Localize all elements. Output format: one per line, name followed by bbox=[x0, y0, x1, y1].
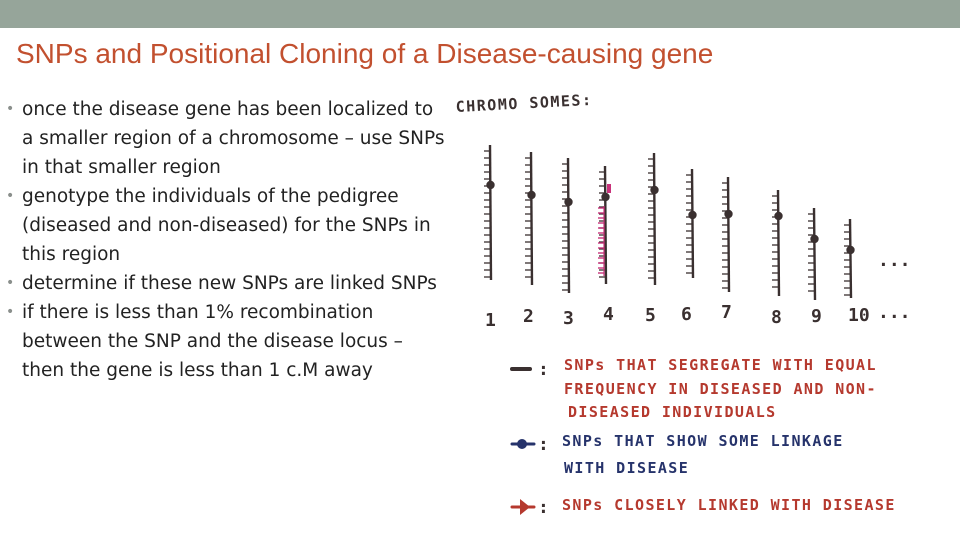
bullet-dot-icon: • bbox=[6, 275, 15, 291]
legend-line: FREQUENCY IN DISEASED AND NON- bbox=[564, 380, 877, 398]
chromosome-label: 6 bbox=[681, 304, 692, 325]
chromosome bbox=[808, 207, 819, 301]
bullet-dot-icon: • bbox=[6, 188, 15, 204]
linked-snp-dot bbox=[724, 209, 733, 219]
bullet-text: genotype the individuals of the pedigree… bbox=[22, 186, 431, 265]
chromosome bbox=[686, 168, 697, 279]
chromosome bbox=[648, 152, 659, 286]
linked-snp-dot bbox=[810, 234, 819, 244]
legend-item-close: : SNPs CLOSELY LINKED WITH DISEASE bbox=[510, 496, 896, 518]
bullet-dot-icon: • bbox=[6, 304, 15, 320]
legend-item-equal: : SNPs THAT SEGREGATE WITH EQUAL FREQUEN… bbox=[510, 356, 877, 421]
legend-colon: : bbox=[538, 434, 549, 455]
chromosome-line bbox=[848, 218, 853, 299]
legend-line: SNPs THAT SHOW SOME LINKAGE bbox=[562, 432, 844, 450]
chromosome-label: 10 bbox=[848, 305, 870, 326]
legend-colon: : bbox=[538, 359, 549, 380]
dot-marker-icon bbox=[517, 439, 527, 449]
chromosome-label: 3 bbox=[563, 308, 574, 329]
slide-title: SNPs and Positional Cloning of a Disease… bbox=[16, 38, 714, 69]
linked-snp-dot bbox=[564, 197, 573, 207]
flag-marker-icon bbox=[520, 499, 530, 515]
bullet-item: • determine if these new SNPs are linked … bbox=[6, 269, 446, 298]
chromosome-line bbox=[652, 152, 657, 286]
chromosome-line bbox=[690, 168, 695, 279]
bullet-text: determine if these new SNPs are linked S… bbox=[22, 273, 437, 294]
ellipsis-mid: ... bbox=[878, 250, 911, 271]
chromosomes-heading: CHROMO SOMES: bbox=[455, 91, 593, 116]
chromosome-label: 1 bbox=[485, 310, 496, 331]
bullet-item: • once the disease gene has been localize… bbox=[6, 95, 446, 182]
chromosome-line bbox=[488, 144, 493, 281]
chromosome bbox=[722, 176, 733, 293]
linked-snp-dot bbox=[774, 211, 783, 221]
linked-snp-dot bbox=[486, 180, 495, 190]
legend-line: SNPs CLOSELY LINKED WITH DISEASE bbox=[562, 496, 896, 514]
ellipsis-end: ... bbox=[878, 302, 911, 323]
chromosome-line bbox=[566, 157, 571, 294]
chromosome-label: 7 bbox=[721, 302, 732, 323]
chromosome-line bbox=[812, 207, 817, 301]
chromosome bbox=[772, 189, 783, 297]
chromosome-line bbox=[776, 189, 781, 297]
legend-line: WITH DISEASE bbox=[564, 459, 689, 477]
bullet-text: if there is less than 1% recombination b… bbox=[22, 302, 403, 381]
legend-line: DISEASED INDIVIDUALS bbox=[568, 403, 777, 421]
chromosome bbox=[562, 157, 573, 294]
chromosome-line bbox=[726, 176, 731, 293]
bullet-list: • once the disease gene has been localize… bbox=[6, 95, 446, 385]
linked-snp-dot bbox=[650, 185, 659, 195]
bullet-item: • genotype the individuals of the pedigre… bbox=[6, 182, 446, 269]
linked-snp-dot bbox=[527, 190, 536, 200]
chromosome bbox=[844, 218, 855, 299]
bullet-text: once the disease gene has been localized… bbox=[22, 99, 445, 178]
chromosome-label: 4 bbox=[603, 304, 614, 325]
linked-snp-dot bbox=[688, 210, 697, 220]
linked-snp-dot bbox=[846, 245, 855, 255]
legend-item-linkage: : SNPs THAT SHOW SOME LINKAGE WITH DISEA… bbox=[510, 432, 844, 477]
chromosome-label: 5 bbox=[645, 305, 656, 326]
chromosomes-group bbox=[484, 144, 855, 301]
chromosome-drawing: CHROMO SOMES: ... 1 2 3 4 5 6 7 8 9 10 .… bbox=[455, 91, 911, 518]
top-bar bbox=[0, 0, 960, 28]
bullet-dot-icon: • bbox=[6, 101, 15, 117]
chromosome-label: 9 bbox=[811, 306, 822, 327]
chromosome-label: 2 bbox=[523, 306, 534, 327]
chromosome bbox=[525, 151, 536, 286]
legend-colon: : bbox=[538, 497, 549, 518]
chromosome-line bbox=[603, 165, 608, 285]
chromosome-label: 8 bbox=[771, 307, 782, 328]
chromosome bbox=[484, 144, 495, 281]
chromosome-labels: 1 2 3 4 5 6 7 8 9 10 bbox=[485, 302, 870, 331]
linked-snp-dot bbox=[601, 192, 610, 202]
chromosome-line bbox=[529, 151, 534, 286]
legend-line: SNPs THAT SEGREGATE WITH EQUAL bbox=[564, 356, 877, 374]
close-snp-flag-icon bbox=[607, 184, 611, 193]
bullet-item: • if there is less than 1% recombination … bbox=[6, 298, 446, 385]
